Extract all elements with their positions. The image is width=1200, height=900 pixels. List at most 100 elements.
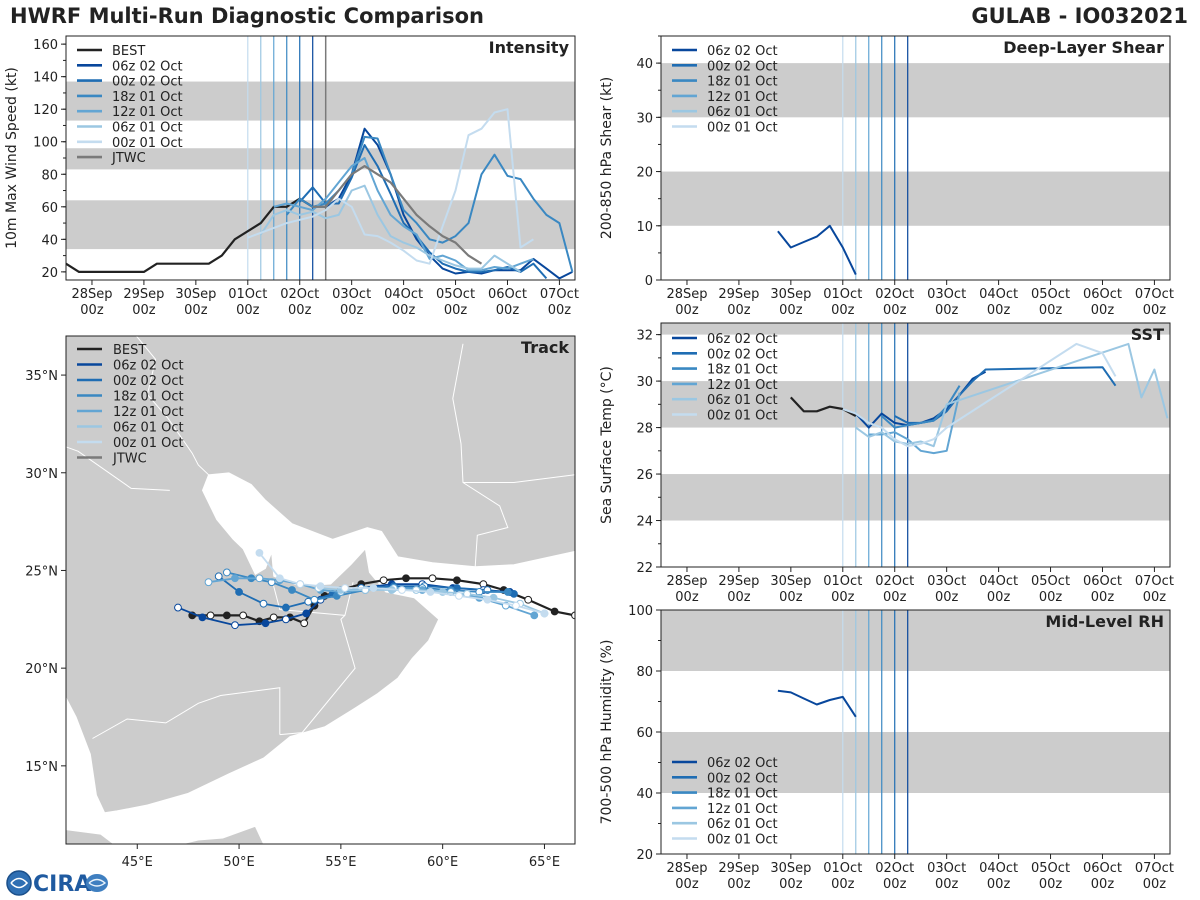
x-tick-sublabel: 00z: [1143, 877, 1167, 892]
legend-label: 00z 01 Oct: [707, 409, 778, 424]
x-tick-sublabel: 00z: [1091, 877, 1115, 892]
iran-iraq-border: [135, 336, 209, 476]
x-tick-label: 05Oct: [1031, 861, 1070, 876]
logo-text: CIRA: [33, 872, 91, 897]
legend-label: 06z 02 Oct: [113, 359, 184, 374]
panel-title: Deep-Layer Shear: [1003, 38, 1164, 57]
panel-title: Mid-Level RH: [1045, 612, 1164, 631]
shading-band: [661, 381, 1170, 428]
map-layer: [66, 336, 575, 844]
x-tick-label: 01Oct: [823, 574, 862, 589]
legend-label: 18z 01 Oct: [707, 363, 778, 378]
track-point: [231, 621, 239, 630]
panel-intensity: 2040608010012014016028Sep00z29Sep00z30Se…: [4, 35, 579, 318]
track-point: [503, 588, 512, 596]
panel-title: SST: [1131, 325, 1164, 344]
track-point: [174, 603, 182, 612]
y-tick-label: 28: [636, 422, 653, 437]
uae-saudi-border: [271, 578, 345, 616]
logo-hurricane-icon: [86, 874, 108, 892]
track-point: [255, 574, 264, 583]
legend-label: 00z 01 Oct: [113, 436, 184, 451]
x-tick-sublabel: 00z: [675, 303, 699, 318]
y-tick-label: 40: [41, 233, 58, 248]
y-tick-label: 140: [33, 71, 58, 86]
x-tick-sublabel: 00z: [987, 590, 1011, 605]
x-tick-label: 04Oct: [384, 287, 423, 302]
x-tick-label: 65°E: [529, 855, 560, 870]
track-point: [379, 576, 388, 585]
x-tick-label: 02Oct: [875, 287, 914, 302]
x-tick-label: 28Sep: [71, 287, 112, 302]
x-tick-label: 07Oct: [1135, 287, 1174, 302]
track-point: [239, 611, 248, 620]
y-tick-label: 20: [41, 266, 58, 281]
plot-frame: [660, 35, 1171, 281]
x-tick-label: 07Oct: [540, 287, 579, 302]
track-point: [259, 599, 268, 608]
y-tick-label: 24: [636, 515, 653, 530]
x-tick-label: 01Oct: [823, 861, 862, 876]
shading-band: [66, 81, 575, 121]
legend-label: 18z 01 Oct: [113, 390, 184, 405]
afghan-pakistan-border: [463, 474, 575, 483]
panel-title: Track: [521, 338, 569, 357]
track-point: [483, 595, 492, 604]
y-tick-label: 30°N: [25, 467, 58, 482]
track-point: [269, 613, 278, 622]
track-point: [261, 619, 270, 628]
y-tick-label: 60: [636, 726, 653, 741]
y-tick-label: 35°N: [25, 369, 58, 384]
x-tick-label: 03Oct: [332, 287, 371, 302]
track-point: [222, 568, 231, 577]
figure-title: HWRF Multi-Run Diagnostic Comparison: [10, 4, 485, 28]
x-tick-sublabel: 00z: [1039, 590, 1063, 605]
x-tick-sublabel: 00z: [444, 303, 468, 318]
track-point: [300, 619, 309, 628]
panel-shear: 01020304028Sep00z29Sep00z30Sep00z01Oct00…: [599, 35, 1174, 318]
legend-label: 00z 01 Oct: [707, 833, 778, 848]
y-axis-label: Sea Surface Temp (°C): [599, 366, 615, 524]
track-point: [455, 591, 463, 600]
y-tick-label: 20°N: [25, 662, 58, 677]
x-tick-label: 05Oct: [436, 287, 475, 302]
x-tick-label: 29Sep: [718, 861, 759, 876]
track-point: [198, 613, 207, 622]
shading-band: [661, 732, 1170, 793]
x-tick-label: 30Sep: [770, 574, 811, 589]
legend-label: 00z 02 Oct: [707, 771, 778, 786]
x-tick-sublabel: 00z: [496, 303, 520, 318]
track-point: [288, 586, 296, 594]
x-tick-label: 30Sep: [175, 287, 216, 302]
panel-title: Intensity: [489, 38, 570, 57]
y-axis-label: 700-500 hPa Humidity (%): [599, 640, 615, 825]
track-point: [281, 603, 290, 612]
legend-label: 06z 02 Oct: [112, 59, 183, 74]
x-tick-label: 29Sep: [718, 574, 759, 589]
series-line: [777, 689, 857, 718]
iraq-saudi-border: [66, 446, 170, 491]
series-line: [312, 165, 483, 265]
y-tick-label: 100: [33, 136, 58, 151]
legend-label: 06z 01 Oct: [112, 121, 183, 136]
x-tick-sublabel: 00z: [1039, 877, 1063, 892]
series-line: [259, 184, 522, 273]
legend-label: 06z 01 Oct: [707, 817, 778, 832]
track-point: [296, 580, 305, 589]
track-point: [316, 582, 325, 590]
y-tick-label: 26: [636, 468, 653, 483]
y-tick-label: 10: [636, 220, 653, 235]
x-tick-label: 29Sep: [123, 287, 164, 302]
x-tick-sublabel: 00z: [779, 877, 803, 892]
track-point: [402, 574, 410, 583]
x-tick-sublabel: 00z: [340, 303, 364, 318]
track-point: [310, 595, 319, 604]
x-tick-label: 04Oct: [979, 287, 1018, 302]
plot-frame: [65, 335, 576, 845]
x-tick-label: 06Oct: [1083, 287, 1122, 302]
x-tick-label: 55°E: [325, 855, 356, 870]
plot-frame: [660, 322, 1171, 568]
y-tick-label: 22: [636, 561, 653, 576]
